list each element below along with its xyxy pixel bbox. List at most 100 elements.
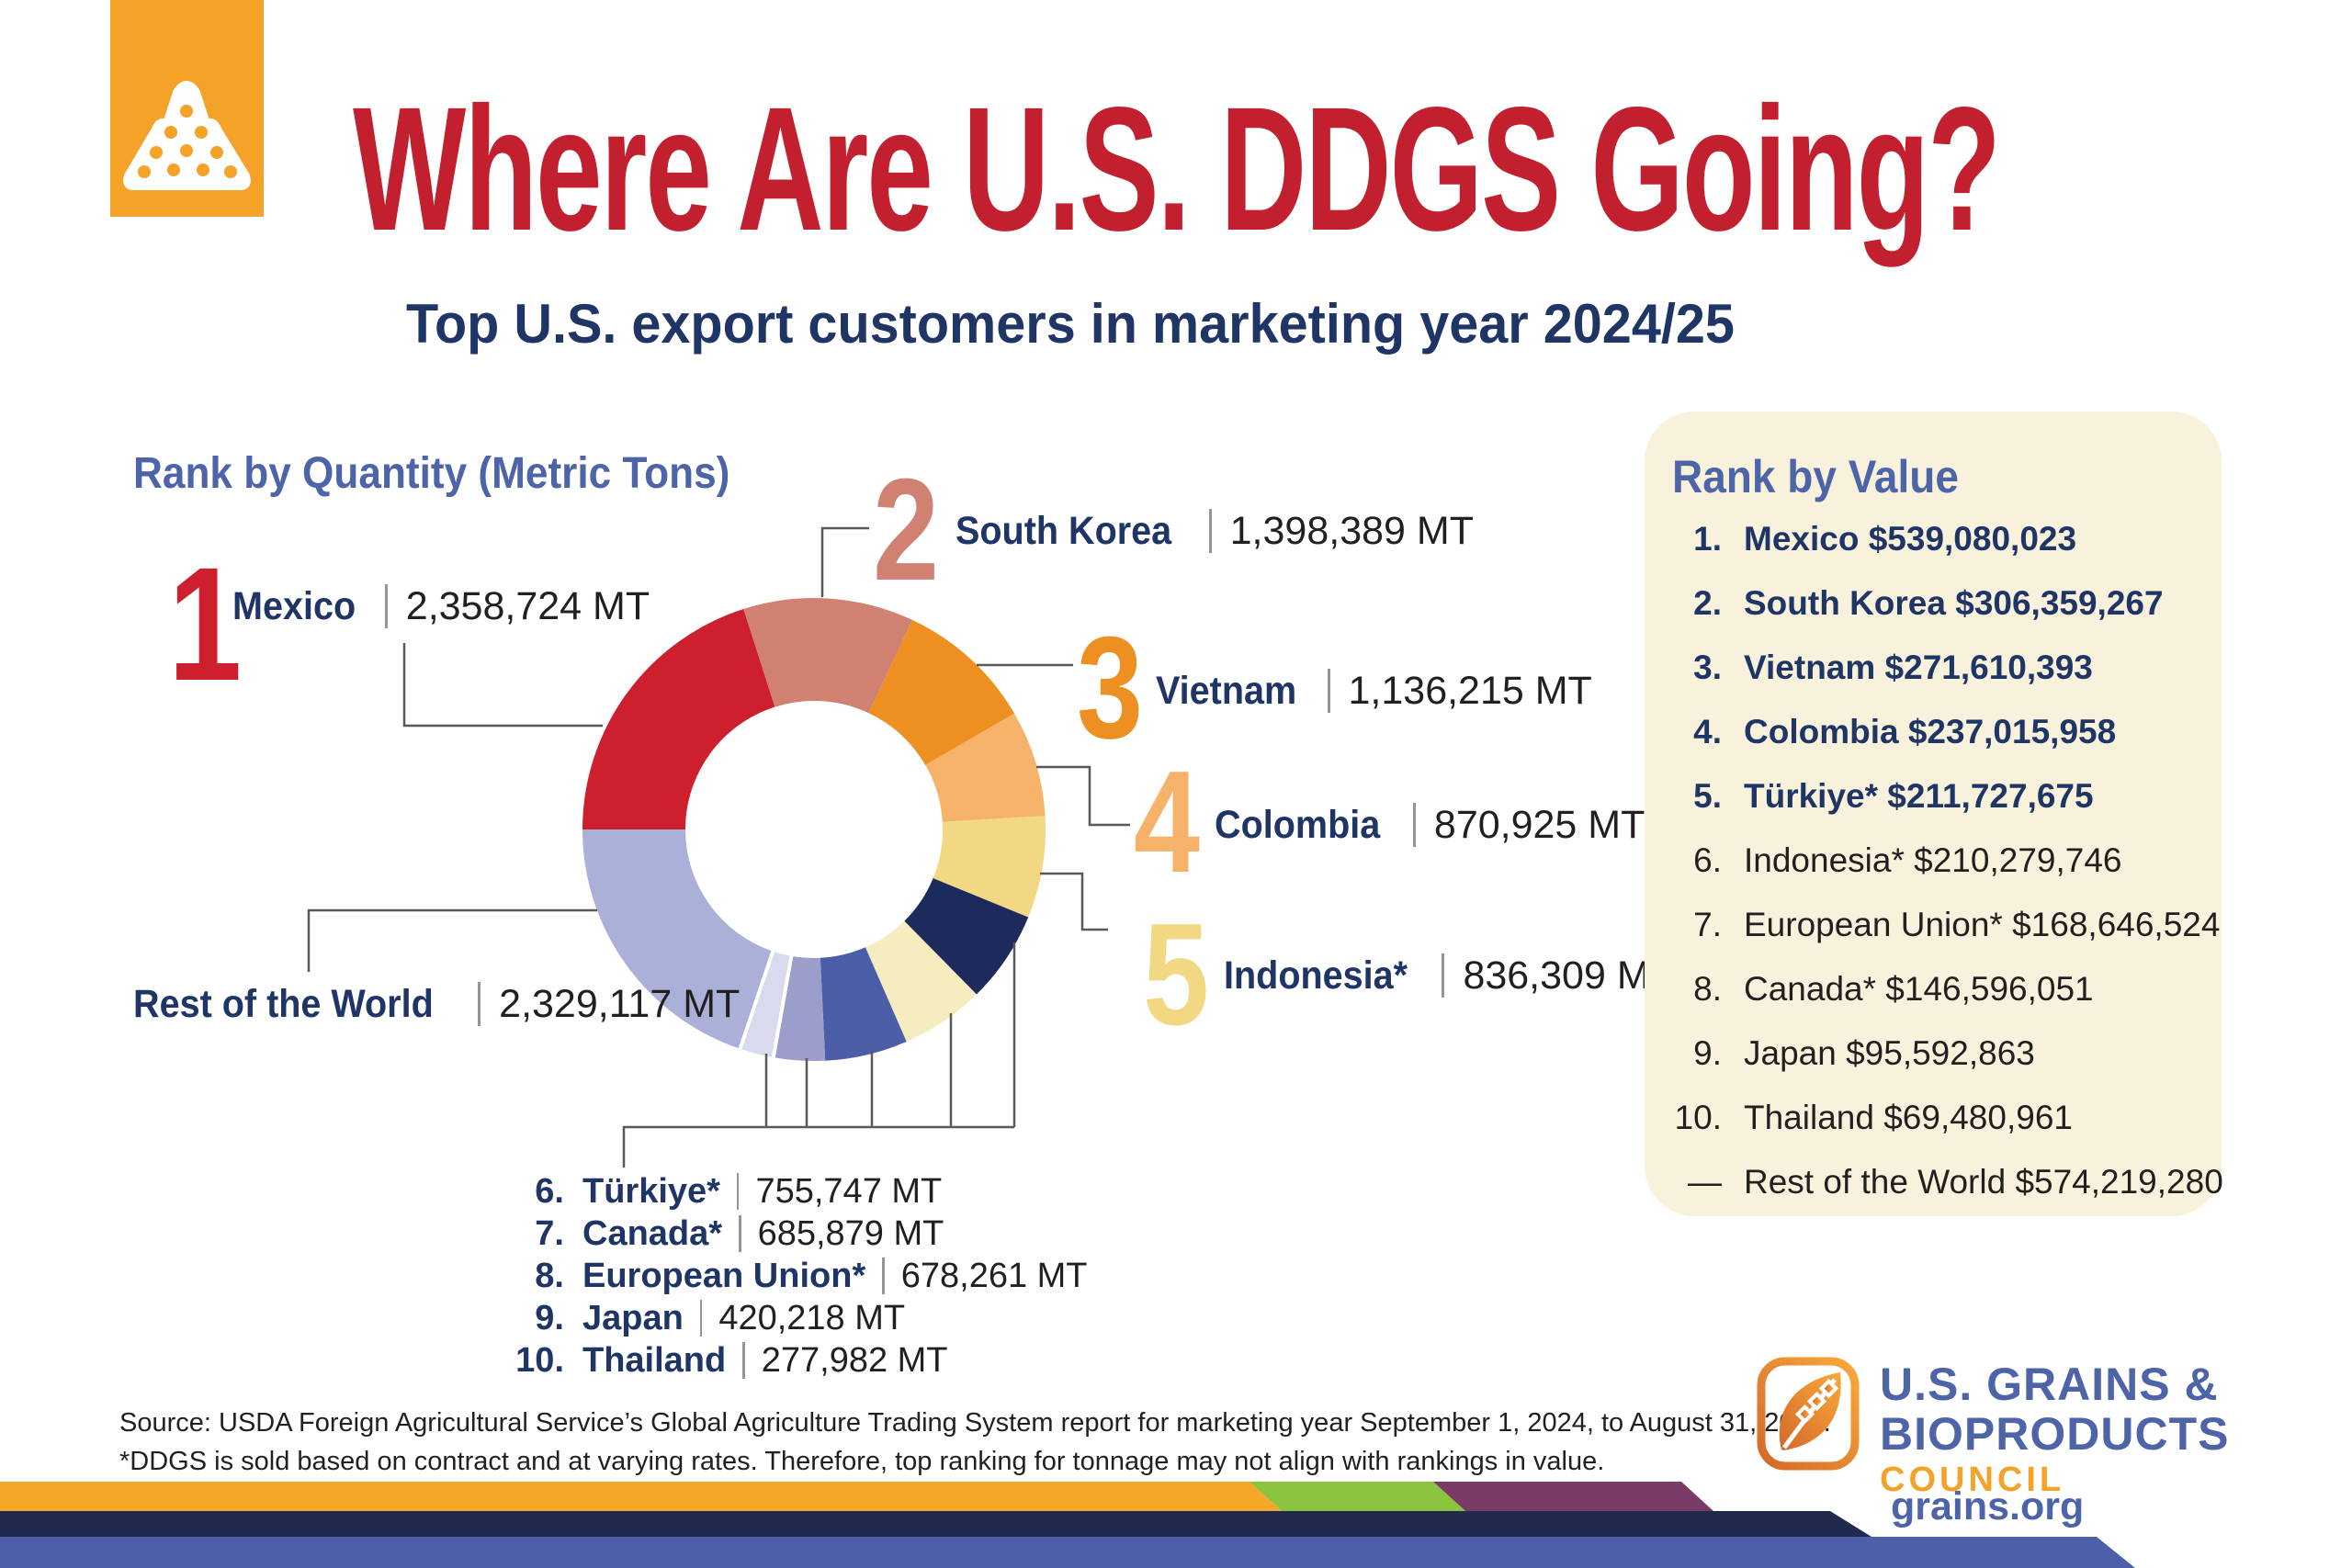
leaf-icon [1757, 1357, 1860, 1471]
quantity-value: 2,358,724 MT [405, 583, 650, 628]
value-heading: Rank by Value [1672, 451, 1959, 502]
donut-slice-japan [773, 955, 826, 1061]
label-divider [1442, 953, 1445, 998]
page-subtitle: Top U.S. export customers in marketing y… [406, 293, 1735, 355]
callout-line-bottom-connector [622, 1125, 1014, 1168]
quantity-list-item: 8. European Union* 678,261 MT [503, 1255, 1087, 1297]
rank-number: 6. [535, 1171, 564, 1211]
donut-slice-mexico [582, 609, 775, 829]
donut-slice-indonesia [933, 816, 1046, 918]
source-note: Source: USDA Foreign Agricultural Servic… [119, 1404, 1831, 1481]
donut-slice-vietnam [868, 619, 1015, 765]
donut-slice-thailand [740, 951, 792, 1058]
value-list-item: 3. Vietnam $271,610,393 [1668, 649, 2203, 713]
council-logo [1757, 1357, 1860, 1471]
quantity-value: 685,879 MT [757, 1213, 944, 1253]
country-value: Canada* $146,596,051 [1744, 970, 2094, 1008]
rank-number: 9. [535, 1298, 564, 1337]
stripe-purple [1433, 1482, 1713, 1511]
country-value: Thailand $69,480,961 [1744, 1099, 2073, 1136]
council-wordmark: U.S. GRAINS & BIOPRODUCTS COUNCIL [1880, 1361, 2229, 1497]
quantity-heading: Rank by Quantity (Metric Tons) [133, 449, 730, 498]
callout-line-colombia [1036, 765, 1130, 827]
quantity-value: 870,925 MT [1433, 802, 1645, 847]
callout-colombia: Colombia 870,925 MT [1215, 796, 1645, 853]
rank-number: 6. [1693, 841, 1722, 879]
rank-by-value-panel: Rank by Value 1. Mexico $539,080,023 2. Sou… [1645, 412, 2223, 1216]
callout-indonesia: Indonesia* 836,309 MT [1224, 947, 1674, 1004]
label-divider [384, 584, 388, 628]
page-title: Where Are U.S. DDGS Going? [353, 70, 2001, 267]
rank-number: 9. [1693, 1034, 1722, 1072]
value-list-item: 10. Thailand $69,480,961 [1668, 1099, 2203, 1163]
donut-slice-south-korea [743, 598, 912, 714]
website-link[interactable]: grains.org [1891, 1484, 2085, 1529]
rank-5-numeral: 5 [1143, 894, 1210, 1055]
quantity-value: 836,309 MT [1463, 953, 1674, 998]
donut-slice-colombia [925, 713, 1046, 822]
country-value: Colombia $237,015,958 [1744, 713, 2117, 750]
donut-slice-t-rkiye [904, 878, 1029, 995]
rank-number: 2. [1693, 584, 1722, 622]
stripe-orange [0, 1482, 1282, 1511]
label-divider [1327, 669, 1330, 713]
org-name-line-2: BIOPRODUCTS [1880, 1408, 2230, 1460]
callout-south-korea: South Korea 1,398,389 MT [956, 502, 1474, 559]
quantity-value: 277,982 MT [761, 1340, 948, 1380]
slice-separator [771, 954, 794, 1059]
country-value: Indonesia* $210,279,746 [1744, 841, 2122, 879]
value-list-item: 4. Colombia $237,015,958 [1668, 713, 2203, 777]
country-value: Japan $95,592,863 [1744, 1034, 2035, 1072]
donut-slice-european-union [820, 947, 907, 1061]
value-list-item: 1. Mexico $539,080,023 [1668, 520, 2203, 584]
label-divider [739, 1215, 741, 1252]
value-list-item: 2. South Korea $306,359,267 [1668, 584, 2203, 649]
country-label: Mexico [232, 583, 356, 628]
quantity-list-item: 7. Canada* 685,879 MT [503, 1213, 1088, 1255]
grain-pile-logo [110, 0, 264, 217]
callout-line-mexico [402, 643, 603, 728]
country-label: Rest of the World [133, 981, 434, 1026]
quantity-list-item: 10. Thailand 277,982 MT [503, 1339, 1088, 1382]
value-list-item: 7. European Union* $168,646,524 [1668, 906, 2220, 970]
rank-number: — [1688, 1163, 1722, 1201]
rank-4-numeral: 4 [1134, 741, 1201, 903]
quantity-value: 1,398,389 MT [1229, 508, 1474, 553]
quantity-list: 6. Türkiye* 755,747 MT 7. Canada* 685,879 MT 8… [503, 1170, 1088, 1382]
source-line-2: *DDGS is sold based on contract and at v… [119, 1447, 1605, 1476]
quantity-value: 2,329,117 MT [499, 981, 741, 1026]
rank-number: 7. [535, 1213, 564, 1253]
rank-number: 3. [1693, 649, 1722, 686]
rank-number: 5. [1693, 777, 1722, 815]
rank-2-numeral: 2 [873, 449, 940, 611]
label-divider [736, 1173, 740, 1210]
rank-number: 10. [1674, 1099, 1722, 1136]
donut-slice-separators [738, 950, 794, 1059]
stripe-navy [0, 1511, 1871, 1537]
value-list-item: 9. Japan $95,592,863 [1668, 1034, 2203, 1099]
rank-number: 7. [1693, 906, 1722, 943]
country-label: Canada* [582, 1213, 723, 1253]
country-label: Japan [582, 1298, 684, 1337]
label-divider [699, 1300, 703, 1337]
org-name-line-3: COUNCIL [1880, 1461, 2065, 1499]
value-list-item: — Rest of the World $574,219,280 [1668, 1163, 2223, 1227]
quantity-value: 755,747 MT [755, 1171, 943, 1211]
country-label: Vietnam [1156, 668, 1297, 713]
rank-number: 4. [1693, 713, 1722, 750]
callout-line-indonesia [1040, 872, 1108, 931]
label-divider [478, 982, 481, 1026]
label-divider [1412, 803, 1416, 847]
country-label: Colombia [1215, 802, 1381, 847]
quantity-list-item: 9. Japan 420,218 MT [503, 1297, 1088, 1339]
grain-pile-icon [110, 0, 264, 217]
quantity-list-item: 6. Türkiye* 755,747 MT [503, 1170, 1088, 1213]
label-divider [882, 1258, 885, 1294]
org-name-line-1: U.S. GRAINS & [1880, 1359, 2219, 1410]
rank-number: 1. [1693, 520, 1722, 558]
callout-line-rest-of-world [307, 908, 597, 972]
country-label: South Korea [956, 508, 1172, 553]
country-value: South Korea $306,359,267 [1744, 584, 2164, 622]
slice-separator [738, 950, 775, 1051]
country-value: European Union* $168,646,524 [1744, 906, 2221, 943]
